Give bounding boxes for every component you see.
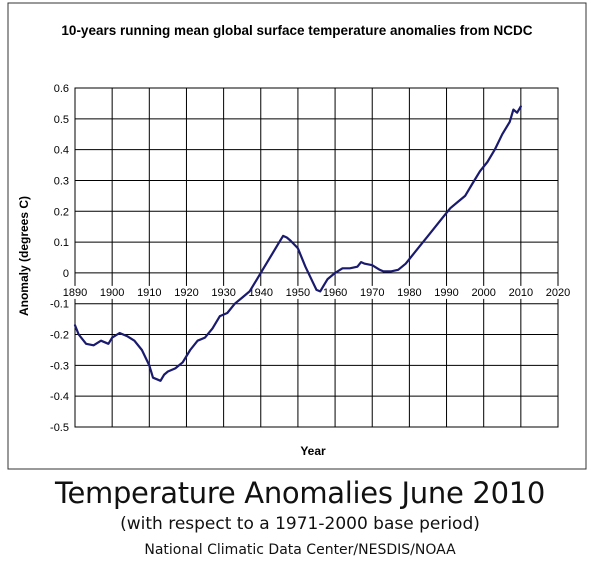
x-tick-label-backing <box>321 285 350 299</box>
x-tick-label: 1940 <box>249 287 273 299</box>
y-tick-label: 0.3 <box>54 175 69 187</box>
x-tick-label-backing <box>469 285 498 299</box>
y-tick-label: -0.1 <box>50 299 69 311</box>
caption-subtitle: (with respect to a 1971-2000 base period… <box>120 514 480 534</box>
plot-background <box>74 87 559 428</box>
x-tick-label-backing <box>172 285 201 299</box>
y-axis-label: Anomaly (degrees C) <box>17 196 31 316</box>
x-tick-label-backing <box>135 285 164 299</box>
y-tick-label: -0.3 <box>50 360 69 372</box>
y-tick-label: 0.5 <box>54 114 69 126</box>
x-tick-label-backing <box>395 285 424 299</box>
x-tick-label-backing <box>432 285 461 299</box>
x-tick-label: 1930 <box>211 287 235 299</box>
chart-figure: 10-years running mean global surface tem… <box>7 2 587 470</box>
x-tick-label-backing <box>246 285 275 299</box>
x-tick-label-backing <box>283 285 312 299</box>
y-tick-label: 0.1 <box>54 237 69 249</box>
x-tick-label: 1990 <box>434 287 458 299</box>
x-tick-label: 1900 <box>100 287 124 299</box>
x-tick-label: 1910 <box>137 287 161 299</box>
y-tick-label: 0 <box>63 268 69 280</box>
y-tick-label: -0.4 <box>50 391 69 403</box>
y-tick-label: 0.2 <box>54 206 69 218</box>
x-tick-label: 1980 <box>397 287 421 299</box>
x-tick-label: 2020 <box>546 287 570 299</box>
x-tick-label-backing <box>544 285 572 299</box>
x-tick-label-backing <box>506 285 535 299</box>
x-tick-label: 1890 <box>63 287 87 299</box>
x-tick-label-backing <box>61 285 89 299</box>
x-tick-label: 1920 <box>174 287 198 299</box>
x-tick-label: 2000 <box>471 287 495 299</box>
y-tick-label: 0.4 <box>54 145 69 157</box>
plot-area: 0.6 0.5 0.4 0.3 0.2 0.1 0 -0.1 -0.2 -0.3 -0.4 -0.5 1… <box>50 83 572 434</box>
x-tick-label: 1950 <box>286 287 310 299</box>
y-tick-label: 0.6 <box>54 83 69 95</box>
chart-title: 10-years running mean global surface tem… <box>61 23 532 38</box>
x-tick-label: 1960 <box>323 287 347 299</box>
series-line <box>73 105 522 382</box>
x-tick-label-backing <box>358 285 387 299</box>
caption-title: Temperature Anomalies June 2010 <box>54 476 546 510</box>
x-tick-label-backing <box>98 285 127 299</box>
x-tick-label: 1970 <box>360 287 384 299</box>
y-tick-label: -0.2 <box>50 330 69 342</box>
caption-source: National Climatic Data Center/NESDIS/NOA… <box>144 542 456 558</box>
x-tick-label-backing <box>209 285 238 299</box>
x-axis-label: Year <box>300 444 326 458</box>
y-tick-label: -0.5 <box>50 422 69 434</box>
x-tick-label: 2010 <box>509 287 533 299</box>
